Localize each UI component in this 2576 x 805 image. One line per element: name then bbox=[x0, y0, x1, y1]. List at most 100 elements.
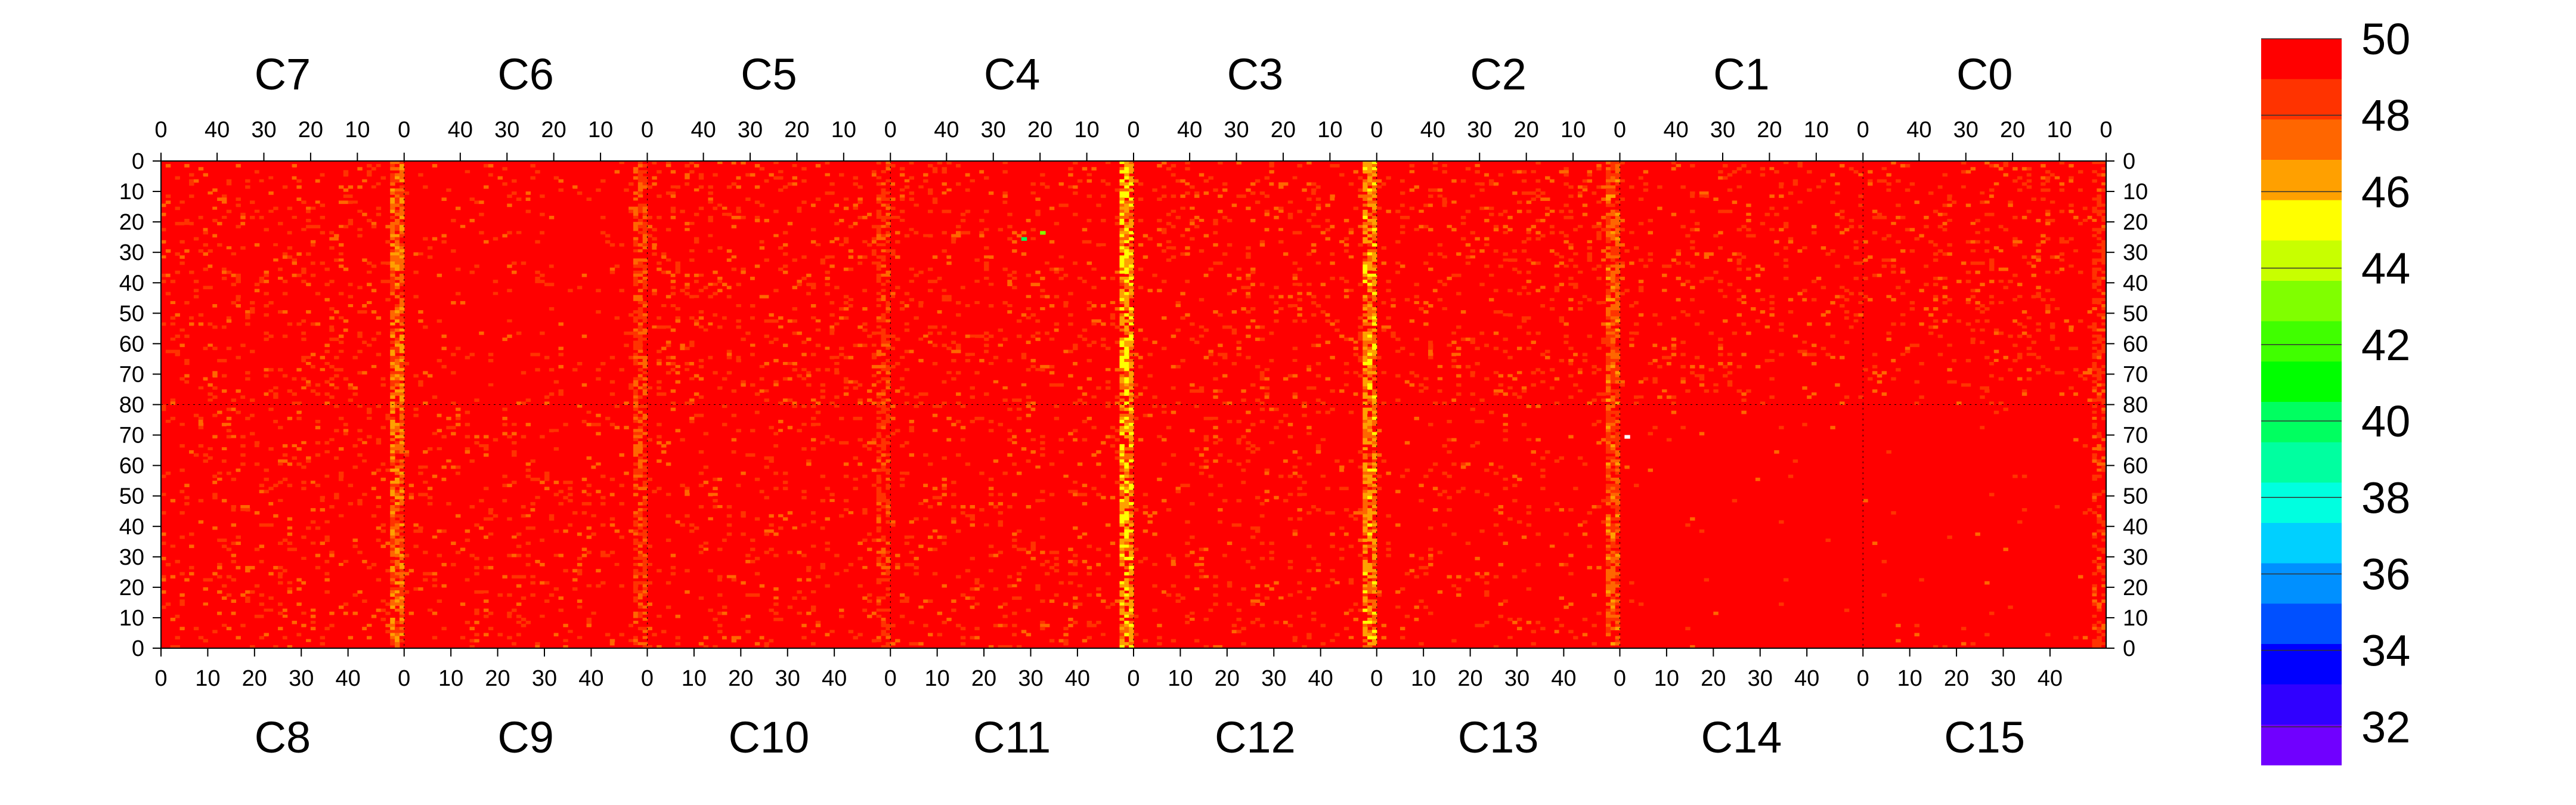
heatmap-cell bbox=[1353, 222, 1358, 225]
heatmap-cell bbox=[568, 395, 573, 399]
heatmap-cell bbox=[1269, 295, 1274, 299]
heatmap-cell bbox=[348, 322, 354, 326]
heatmap-cell bbox=[871, 249, 877, 253]
heatmap-cell bbox=[310, 273, 316, 277]
heatmap-cell bbox=[1222, 215, 1228, 219]
heatmap-cell bbox=[1363, 185, 1368, 189]
heatmap-cell bbox=[427, 231, 433, 235]
heatmap-cell bbox=[301, 267, 306, 271]
heatmap-cell bbox=[829, 255, 835, 259]
heatmap-cell bbox=[1040, 173, 1045, 177]
heatmap-cell bbox=[665, 258, 671, 262]
heatmap-cell bbox=[1306, 161, 1312, 165]
heatmap-cell bbox=[362, 371, 367, 375]
heatmap-cell bbox=[1138, 286, 1144, 290]
heatmap-cell bbox=[254, 322, 260, 326]
heatmap-cell bbox=[792, 362, 798, 366]
heatmap-cell bbox=[399, 358, 405, 363]
heatmap-cell bbox=[586, 392, 592, 396]
heatmap-cell bbox=[998, 316, 1004, 320]
heatmap-cell bbox=[1367, 179, 1373, 183]
heatmap-cell bbox=[923, 335, 928, 338]
heatmap-cell bbox=[1021, 377, 1027, 381]
heatmap-cell bbox=[1124, 319, 1129, 323]
heatmap-cell bbox=[642, 346, 648, 351]
heatmap-cell bbox=[843, 161, 849, 165]
heatmap-cell bbox=[881, 352, 887, 357]
heatmap-cell bbox=[380, 176, 386, 180]
heatmap-cell bbox=[221, 197, 227, 201]
heatmap-cell bbox=[1096, 243, 1101, 247]
heatmap-cell bbox=[198, 389, 204, 393]
heatmap-cell bbox=[750, 185, 756, 189]
heatmap-cell bbox=[254, 167, 260, 171]
heatmap-cell bbox=[226, 298, 232, 302]
heatmap-cell bbox=[890, 295, 896, 299]
heatmap-cell bbox=[927, 310, 933, 314]
heatmap-cell bbox=[862, 395, 868, 399]
heatmap-cell bbox=[675, 319, 680, 323]
heatmap-cell bbox=[637, 346, 643, 351]
heatmap-cell bbox=[713, 249, 718, 253]
heatmap-cell bbox=[801, 167, 807, 171]
heatmap-cell bbox=[881, 338, 887, 341]
heatmap-cell bbox=[1063, 212, 1069, 216]
heatmap-cell bbox=[815, 246, 821, 250]
heatmap-cell bbox=[881, 368, 887, 371]
heatmap-cell bbox=[264, 280, 269, 283]
heatmap-cell bbox=[797, 164, 802, 168]
heatmap-cell bbox=[1185, 176, 1190, 180]
heatmap-cell bbox=[278, 280, 283, 283]
heatmap-cell bbox=[324, 401, 330, 405]
heatmap-cell bbox=[1086, 176, 1092, 180]
heatmap-cell bbox=[399, 335, 405, 338]
heatmap-cell bbox=[722, 203, 727, 208]
heatmap-cell bbox=[357, 310, 363, 314]
heatmap-cell bbox=[665, 188, 671, 192]
heatmap-cell bbox=[810, 377, 816, 381]
heatmap-cell bbox=[390, 231, 395, 235]
heatmap-cell bbox=[652, 243, 657, 247]
heatmap-cell bbox=[259, 277, 265, 280]
heatmap-cell bbox=[886, 358, 891, 363]
heatmap-cell bbox=[395, 231, 400, 235]
heatmap-cell bbox=[1077, 335, 1083, 338]
heatmap-cell bbox=[839, 173, 844, 177]
heatmap-cell bbox=[1026, 295, 1032, 299]
heatmap-cell bbox=[984, 246, 989, 250]
heatmap-cell bbox=[693, 246, 699, 250]
heatmap-cell bbox=[839, 325, 844, 329]
heatmap-cell bbox=[1246, 310, 1251, 314]
heatmap-cell bbox=[881, 228, 887, 232]
heatmap-cell bbox=[1054, 383, 1060, 387]
heatmap-cell bbox=[1353, 161, 1358, 165]
heatmap-cell bbox=[769, 188, 774, 192]
heatmap-cell bbox=[899, 191, 905, 195]
heatmap-cell bbox=[951, 277, 956, 280]
heatmap-cell bbox=[1068, 261, 1073, 265]
heatmap-cell bbox=[1180, 179, 1185, 183]
heatmap-cell bbox=[899, 197, 905, 201]
heatmap-cell bbox=[1063, 273, 1069, 277]
heatmap-cell bbox=[395, 377, 400, 381]
heatmap-cell bbox=[1030, 228, 1036, 232]
heatmap-cell bbox=[395, 222, 400, 225]
heatmap-cell bbox=[390, 182, 395, 186]
heatmap-cell bbox=[1016, 304, 1022, 308]
heatmap-cell bbox=[259, 179, 265, 183]
heatmap-cell bbox=[867, 389, 872, 393]
heatmap-cell bbox=[1199, 298, 1205, 302]
heatmap-cell bbox=[927, 209, 933, 213]
heatmap-cell bbox=[764, 219, 769, 222]
heatmap-cell bbox=[1348, 240, 1354, 244]
heatmap-cell bbox=[1143, 255, 1148, 259]
heatmap-cell bbox=[857, 383, 863, 387]
heatmap-cell bbox=[890, 335, 896, 338]
heatmap-cell bbox=[652, 200, 657, 205]
heatmap-cell bbox=[165, 215, 171, 219]
heatmap-cell bbox=[871, 267, 877, 271]
heatmap-cell bbox=[390, 331, 395, 335]
heatmap-cell bbox=[1190, 219, 1195, 222]
heatmap-cell bbox=[956, 231, 961, 235]
heatmap-cell bbox=[418, 173, 423, 177]
